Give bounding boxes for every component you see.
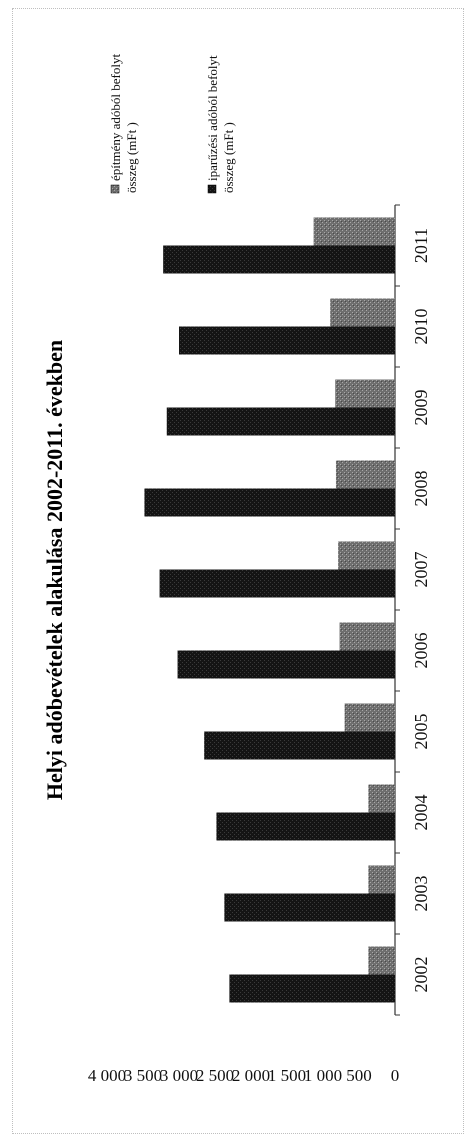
plot-area [144, 204, 400, 1016]
x-tick-label: 2005 [411, 714, 431, 750]
bar-epitmeny [335, 460, 395, 489]
bar-iparuzesi [177, 650, 395, 679]
y-tick-label: 3 000 [160, 1066, 198, 1085]
bar-epitmeny [339, 622, 395, 651]
bar-iparuzesi [166, 407, 395, 436]
x-tick-label: 2011 [411, 228, 431, 263]
x-axis: 2002 2003 2004 2005 2006 2007 2008 2009 2010 2011 [411, 228, 431, 993]
bar-epitmeny [338, 541, 395, 570]
x-tick-label: 2010 [411, 309, 431, 345]
y-tick-label: 2 000 [232, 1066, 270, 1085]
legend-label: építmény adóból befolyt [108, 54, 123, 181]
bar-iparuzesi [216, 812, 395, 841]
bar-iparuzesi [204, 731, 395, 760]
bar-iparuzesi [144, 488, 395, 517]
y-tick-label: 0 [391, 1066, 400, 1085]
bar-epitmeny [313, 217, 396, 246]
chart-title: Helyi adóbevételek alakulása 2002-2011. … [42, 340, 67, 800]
legend: iparűzési adóból befolyt összeg (mFt )épí… [108, 54, 236, 194]
bar-iparuzesi [163, 245, 395, 274]
x-tick-label: 2007 [411, 552, 431, 588]
y-tick-label: 1 500 [268, 1066, 306, 1085]
y-tick-label: 4 000 [88, 1066, 126, 1085]
bar-epitmeny [344, 703, 396, 732]
legend-label-line2: összeg (mFt ) [221, 122, 236, 193]
legend-swatch [110, 184, 120, 194]
legend-label: iparűzési adóból befolyt [205, 55, 220, 181]
x-tick-label: 2003 [411, 876, 431, 912]
x-tick-label: 2008 [411, 471, 431, 507]
bar-epitmeny [368, 946, 395, 975]
y-tick-label: 2 500 [196, 1066, 234, 1085]
chart-frame [12, 8, 464, 1134]
y-tick-label: 3 500 [124, 1066, 162, 1085]
bar-iparuzesi [179, 326, 395, 355]
bar-iparuzesi [159, 569, 395, 598]
bar-iparuzesi [229, 974, 395, 1003]
x-tick-label: 2004 [411, 795, 431, 831]
bar-iparuzesi [224, 893, 395, 922]
bar-epitmeny [368, 865, 395, 894]
legend-label-line2: összeg (mFt ) [124, 122, 139, 193]
y-tick-label: 500 [346, 1066, 372, 1085]
bar-epitmeny [335, 379, 395, 408]
x-tick-label: 2006 [411, 633, 431, 669]
y-tick-label: 1 000 [304, 1066, 342, 1085]
bar-epitmeny [330, 298, 396, 327]
bar-epitmeny [368, 784, 395, 813]
x-tick-label: 2009 [411, 390, 431, 426]
x-tick-label: 2002 [411, 957, 431, 993]
legend-swatch [207, 184, 217, 194]
